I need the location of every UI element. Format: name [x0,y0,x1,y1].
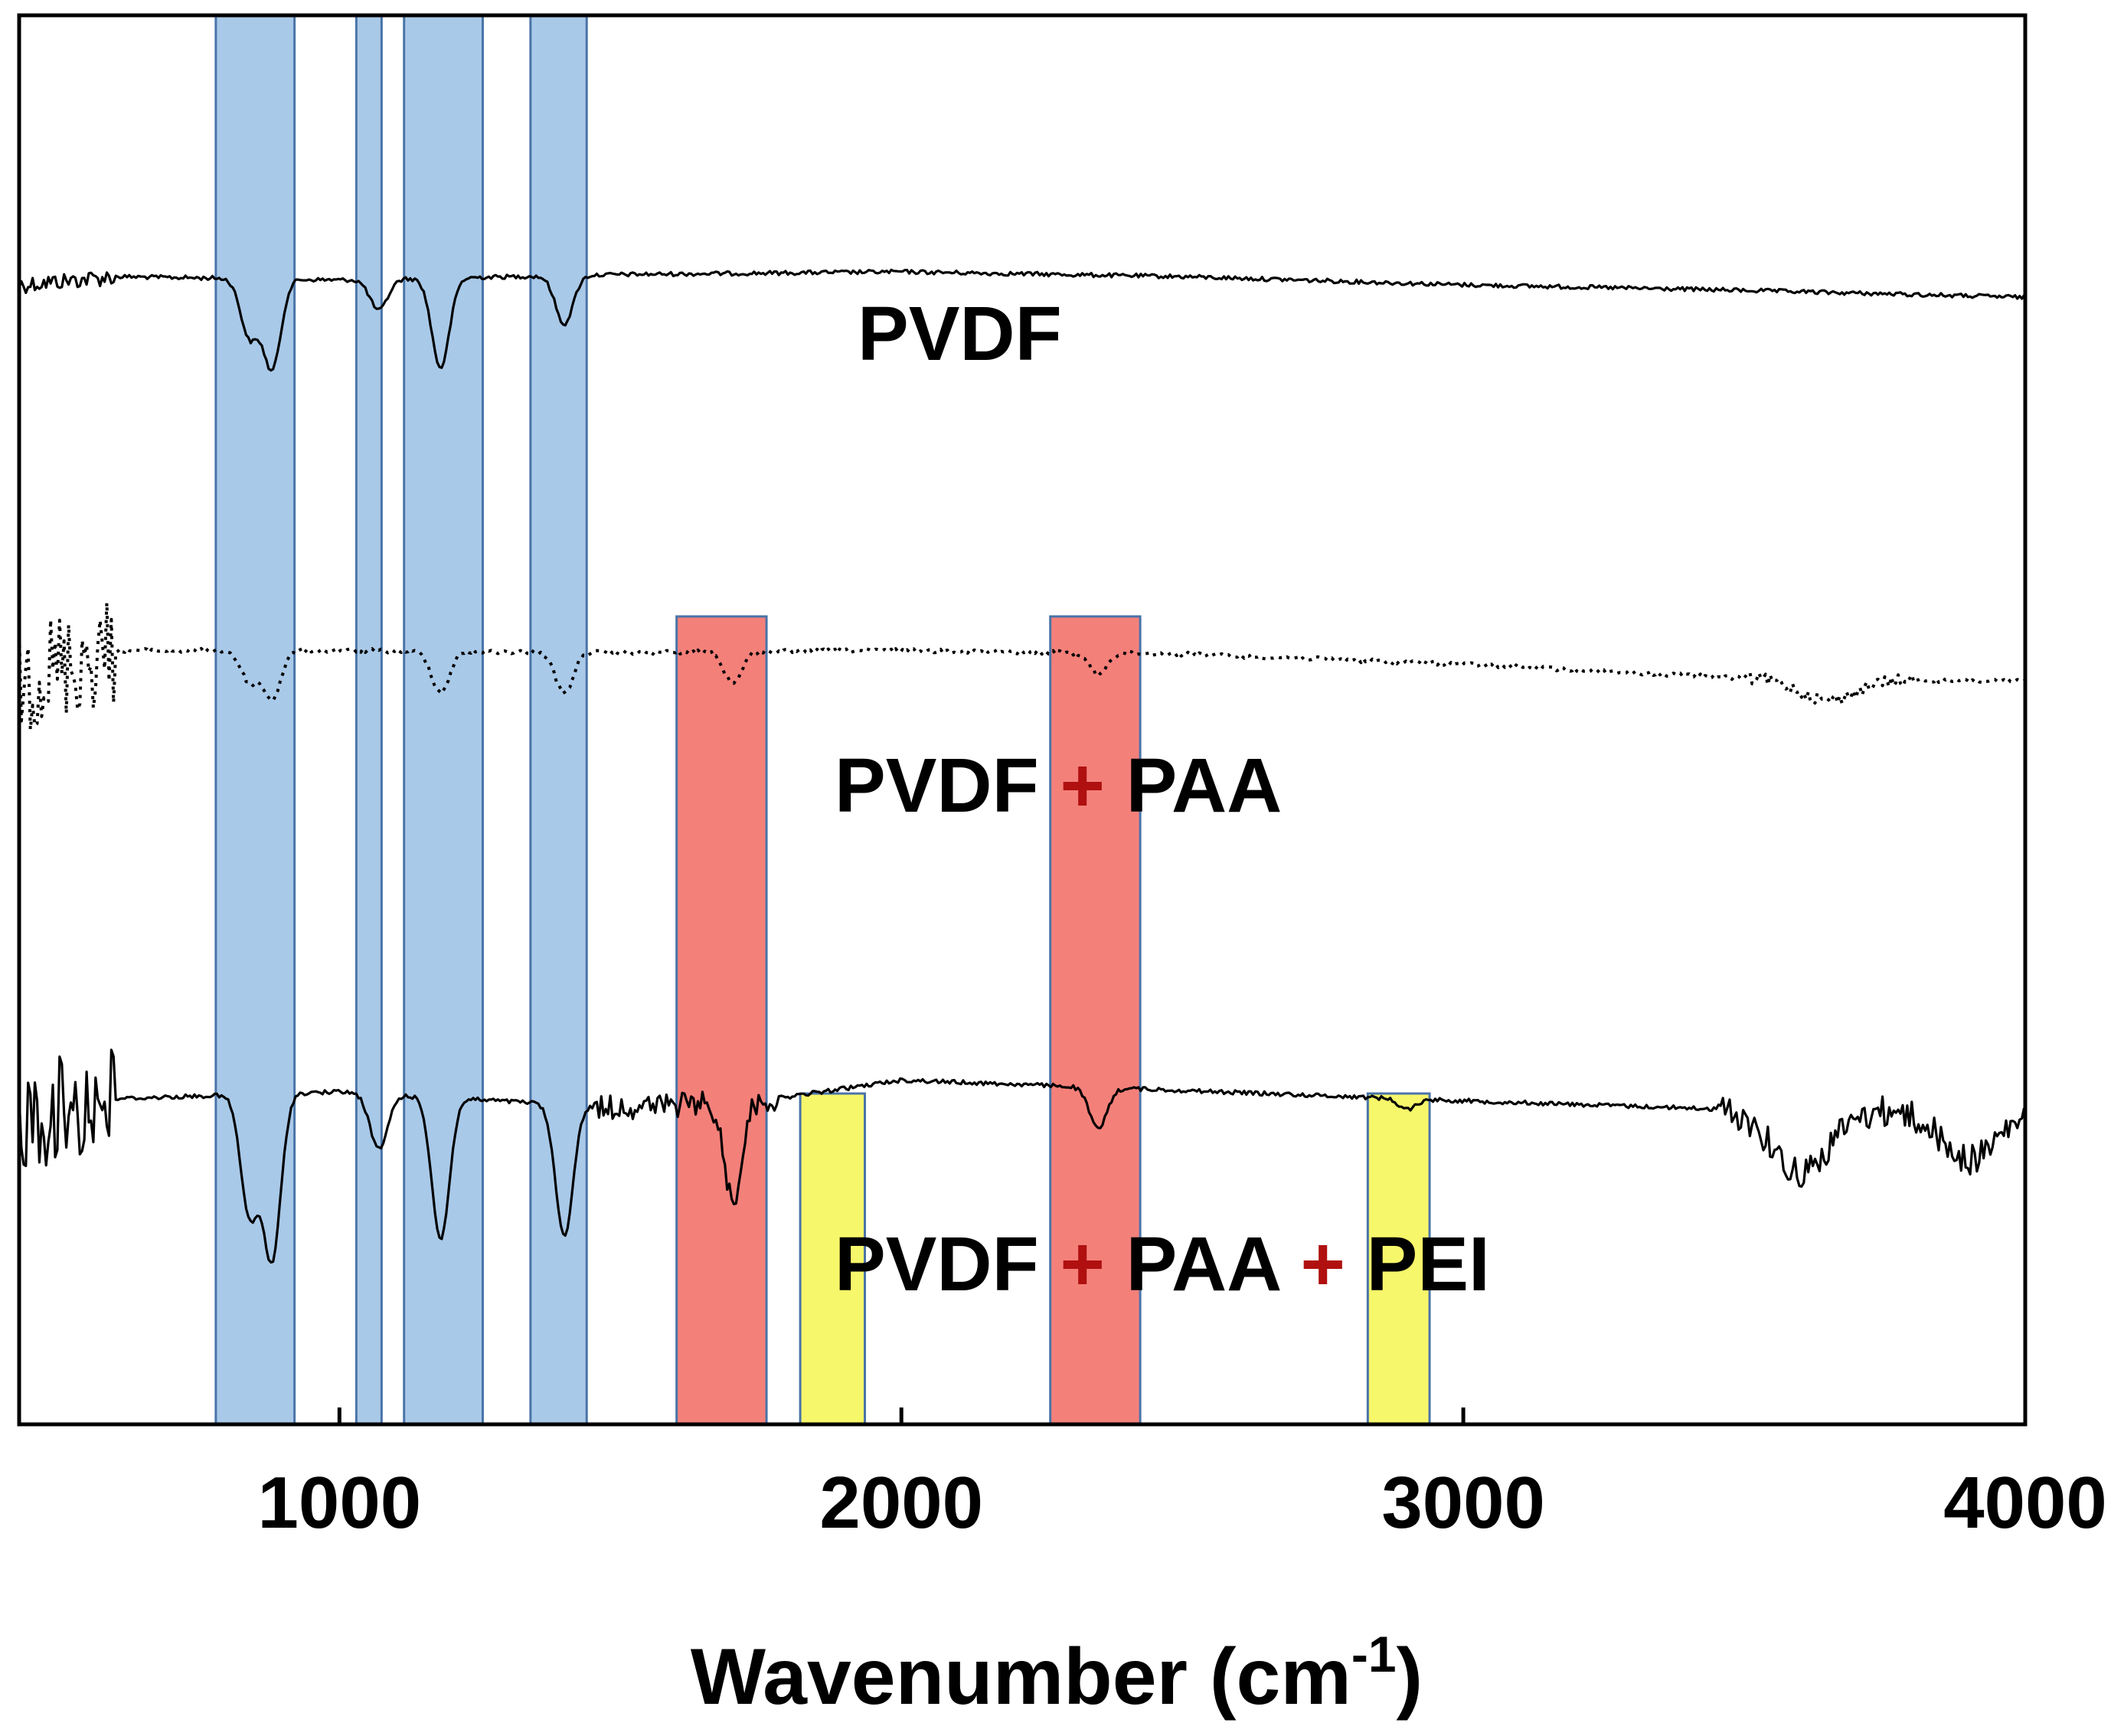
series-line-pvdf [18,268,2025,372]
plus-sign: + [1060,743,1104,829]
x-axis-title-suffix: ) [1397,1633,1423,1721]
series-line-pvdf-paa-pei [18,1048,2026,1264]
spectra-series [18,268,2026,1264]
series-line-pvdf-paa [18,601,2025,731]
plus-sign: + [1060,1221,1104,1307]
series-label-pvdf: PVDF [858,291,1062,377]
highlight-band-yellow-7 [1366,1092,1431,1426]
x-axis-title-superscript: -1 [1351,1626,1397,1682]
plot-area-frame [17,13,2028,1427]
label-part: PAA [1105,743,1283,829]
highlight-band-blue-1 [355,14,383,1426]
label-part: PEI [1345,1221,1490,1307]
x-axis-ticks: 1000 2000 3000 4000 [258,1407,2107,1544]
x-tick-label: 1000 [258,1462,422,1544]
x-tick-label: 4000 [1943,1462,2107,1544]
series-label-pvdf-paa-pei: PVDF + PAA + PEI [835,1221,1490,1307]
x-tick-label: 3000 [1381,1462,1545,1544]
label-part: PAA [1105,1221,1301,1307]
highlight-band-blue-2 [403,14,484,1426]
highlight-band-yellow-6 [799,1092,867,1426]
label-part: PVDF [835,1221,1060,1307]
x-tick-label: 2000 [819,1462,983,1544]
x-axis-title: Wavenumber (cm-1) [691,1626,1423,1721]
highlight-band-blue-0 [214,14,296,1426]
series-label-pvdf-paa: PVDF + PAA [835,743,1282,829]
highlight-bands [214,14,1431,1426]
highlight-band-blue-3 [529,14,588,1426]
x-axis-title-main: Wavenumber (cm [691,1633,1351,1721]
plus-sign: + [1300,1221,1345,1307]
highlight-band-red-5 [1049,615,1142,1426]
label-part: PVDF [835,743,1060,829]
highlight-band-red-4 [675,615,768,1426]
